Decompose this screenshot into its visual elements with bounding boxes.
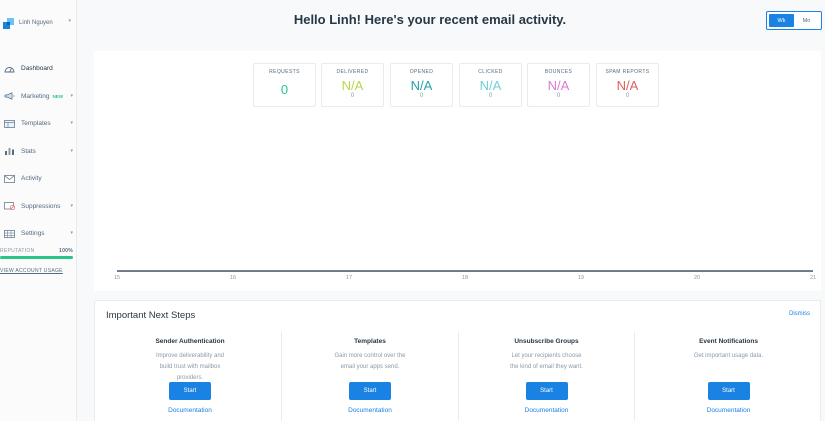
activity-line-chart: 15 16 17 18 19 20 21 (114, 270, 816, 281)
stat-delivered[interactable]: DELIVERED N/A 0 (321, 63, 384, 107)
stat-count: 0 (419, 93, 424, 99)
reputation-value: 100% (59, 248, 73, 254)
step-title: Event Notifications (699, 338, 758, 345)
stat-value: N/A (479, 78, 502, 93)
stat-count: 0 (625, 93, 630, 99)
stat-label: CLICKED (478, 69, 503, 75)
sidebar-item-marketing[interactable]: Marketing NEW ▾ (0, 83, 77, 111)
x-tick-label: 17 (346, 275, 352, 281)
unsubscribe-groups-documentation-link[interactable]: Documentation (524, 407, 569, 414)
x-tick-label: 18 (462, 275, 468, 281)
sidebar-item-label: Dashboard (21, 65, 53, 73)
stat-value: N/A (616, 78, 639, 93)
megaphone-icon (3, 92, 15, 101)
sidebar-item-suppressions[interactable]: Suppressions ▾ (0, 193, 77, 221)
reputation-label: REPUTATION (0, 248, 35, 254)
stat-spam-reports[interactable]: SPAM REPORTS N/A 0 (596, 63, 659, 107)
next-steps-title: Important Next Steps (106, 310, 196, 321)
sidebar-item-label: Templates (21, 120, 51, 128)
step-description: Improve deliverability and build trust w… (155, 353, 225, 381)
x-tick-label: 20 (694, 275, 700, 281)
brand-logo-icon (3, 17, 14, 29)
week-toggle-button[interactable]: Wk (769, 14, 794, 27)
chevron-down-icon: ▾ (70, 202, 73, 209)
stat-value: N/A (547, 78, 570, 93)
chevron-down-icon: ▾ (70, 120, 73, 126)
step-title: Templates (354, 338, 386, 345)
templates-start-button[interactable]: Start (349, 382, 391, 400)
page-title: Hello Linh! Here's your recent email act… (293, 12, 567, 27)
x-tick-label: 19 (578, 275, 584, 281)
account-name: Linh Nguyen (19, 20, 53, 26)
step-description: Let your recipients choose the kind of e… (510, 353, 583, 370)
stat-requests[interactable]: REQUESTS 0 (253, 63, 316, 107)
stats-icon (3, 147, 15, 156)
step-unsubscribe-groups: Unsubscribe Groups Let your recipients c… (458, 332, 634, 421)
x-tick-label: 21 (810, 275, 816, 281)
reputation-bar (0, 256, 73, 259)
stat-label: REQUESTS (269, 69, 300, 75)
step-sender-authentication: Sender Authentication Improve deliverabi… (99, 332, 281, 421)
reputation-meter: REPUTATION 100% (0, 248, 73, 259)
sidebar-item-dashboard[interactable]: Dashboard (0, 55, 77, 83)
sidebar-item-label: Marketing (21, 92, 50, 100)
event-notifications-documentation-link[interactable]: Documentation (706, 407, 751, 414)
sender-authentication-documentation-link[interactable]: Documentation (168, 407, 212, 414)
chevron-down-icon: ▾ (70, 230, 73, 236)
activity-chart-card: REQUESTS 0 DELIVERED N/A 0 OPENED N/A 0 … (94, 51, 821, 291)
step-title: Unsubscribe Groups (514, 338, 579, 345)
sidebar-item-label: Activity (21, 175, 42, 183)
unsubscribe-groups-start-button[interactable]: Start (525, 382, 568, 400)
step-event-notifications: Event Notifications Get important usage … (634, 332, 822, 421)
month-toggle-button[interactable]: Mo (802, 17, 811, 24)
new-badge: NEW (52, 93, 64, 99)
stat-value: N/A (410, 78, 433, 93)
stat-label: DELIVERED (336, 69, 369, 75)
stat-label: SPAM REPORTS (605, 69, 650, 75)
mail-icon (3, 174, 15, 183)
step-title: Sender Authentication (155, 338, 225, 345)
sidebar-item-stats[interactable]: Stats ▾ (0, 138, 77, 166)
x-tick-label: 16 (230, 275, 236, 281)
dashboard-icon (3, 64, 15, 73)
sidebar-nav: Dashboard Marketing NEW ▾ Templates ▾ (0, 55, 77, 248)
templates-icon (3, 119, 15, 128)
view-account-usage-link[interactable]: VIEW ACCOUNT USAGE (0, 268, 63, 274)
stat-value: 0 (280, 82, 289, 97)
chevron-down-icon: ▾ (70, 92, 73, 99)
stat-label: OPENED (409, 69, 434, 75)
x-tick-label: 15 (114, 275, 120, 281)
templates-documentation-link[interactable]: Documentation (348, 407, 392, 414)
stat-count: 0 (350, 93, 355, 99)
stat-count: 0 (556, 93, 561, 99)
stat-bounces[interactable]: BOUNCES N/A 0 (527, 63, 590, 107)
period-toggle: Wk Mo (766, 11, 822, 30)
sidebar-item-settings[interactable]: Settings ▾ (0, 220, 77, 248)
step-templates: Templates Gain more control over the ema… (281, 332, 458, 421)
chevron-down-icon: ▾ (70, 147, 73, 154)
step-description: Get important usage data. (693, 353, 764, 359)
suppressions-icon (3, 202, 15, 211)
stat-clicked[interactable]: CLICKED N/A 0 (459, 63, 522, 107)
event-notifications-start-button[interactable]: Start (707, 382, 750, 400)
sidebar: Linh Nguyen ▾ Dashboard Marketing NEW ▾ (0, 0, 77, 421)
stat-count: 0 (488, 93, 493, 99)
sidebar-item-label: Stats (21, 147, 36, 155)
chevron-down-icon: ▾ (68, 18, 71, 24)
stat-value: N/A (341, 78, 364, 93)
next-steps-card: Important Next Steps Dismiss Sender Auth… (94, 300, 821, 421)
stat-label: BOUNCES (544, 69, 573, 75)
sender-authentication-start-button[interactable]: Start (169, 382, 211, 400)
sidebar-item-label: Settings (21, 230, 45, 238)
account-switcher[interactable]: Linh Nguyen ▾ (3, 16, 73, 30)
sidebar-item-activity[interactable]: Activity (0, 165, 77, 193)
stat-opened[interactable]: OPENED N/A 0 (390, 63, 453, 107)
dismiss-link[interactable]: Dismiss (789, 311, 810, 317)
settings-icon (3, 229, 15, 238)
sidebar-item-label: Suppressions (21, 202, 61, 210)
sidebar-item-templates[interactable]: Templates ▾ (0, 110, 77, 138)
step-description: Gain more control over the email your ap… (334, 353, 406, 370)
reputation-bar-fill (0, 256, 73, 259)
